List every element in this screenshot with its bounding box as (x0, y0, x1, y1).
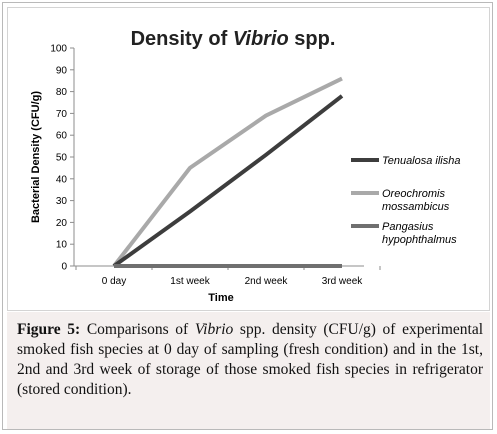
y-tick-label: 50 (56, 153, 68, 164)
x-tick-label: 1st week (170, 276, 210, 287)
y-tick-label: 10 (56, 240, 68, 251)
x-tick-label: 0 day (102, 276, 126, 287)
y-axis-label: Bacterial Density (CFU/g) (30, 91, 42, 223)
x-axis-label: Time (208, 292, 233, 304)
caption-italic-genus: Vibrio (194, 321, 234, 338)
figure-label: Figure 5: (17, 321, 81, 338)
x-tick-label: 2nd week (245, 276, 289, 287)
figure: Density of Vibrio spp. 0 10 20 30 40 50 60 70 80… (2, 2, 493, 430)
y-tick-label: 20 (56, 218, 68, 229)
legend-label: Oreochromis (382, 188, 445, 200)
y-tick-label: 60 (56, 131, 68, 142)
chart-panel: Density of Vibrio spp. 0 10 20 30 40 50 60 70 80… (7, 7, 490, 311)
caption-text-after: spp. density (CFU/g) of experimental smo… (17, 321, 484, 398)
y-tick-label: 40 (56, 174, 68, 185)
series-lines (112, 76, 344, 268)
legend-label: Tenualosa ilisha (382, 155, 460, 167)
y-tick-label: 70 (56, 109, 68, 120)
legend-label-line2: hypophthalmus (382, 234, 457, 246)
x-axis-ticks: 0 day 1st week 2nd week 3rd week (75, 266, 381, 287)
y-tick-label: 100 (50, 44, 67, 55)
x-tick-label: 3rd week (322, 276, 364, 287)
line-chart: Density of Vibrio spp. 0 10 20 30 40 50 60 70 80… (30, 28, 460, 304)
figure-caption: Figure 5: Comparisons of Vibrio spp. den… (17, 320, 483, 400)
series-line (112, 76, 343, 268)
y-tick-label: 30 (56, 196, 68, 207)
y-tick-label: 80 (56, 87, 68, 98)
y-tick-label: 90 (56, 65, 68, 76)
caption-panel: Figure 5: Comparisons of Vibrio spp. den… (7, 312, 490, 429)
legend-label-line2: mossambicus (382, 201, 450, 213)
caption-text-before: Comparisons of (80, 321, 195, 338)
y-axis-ticks: 0 10 20 30 40 50 60 70 80 90 100 (50, 44, 74, 273)
y-tick-label: 0 (61, 262, 67, 273)
chart-title: Density of Vibrio spp. (131, 28, 336, 50)
legend-label: Pangasius (382, 221, 434, 233)
series-line (112, 94, 344, 268)
